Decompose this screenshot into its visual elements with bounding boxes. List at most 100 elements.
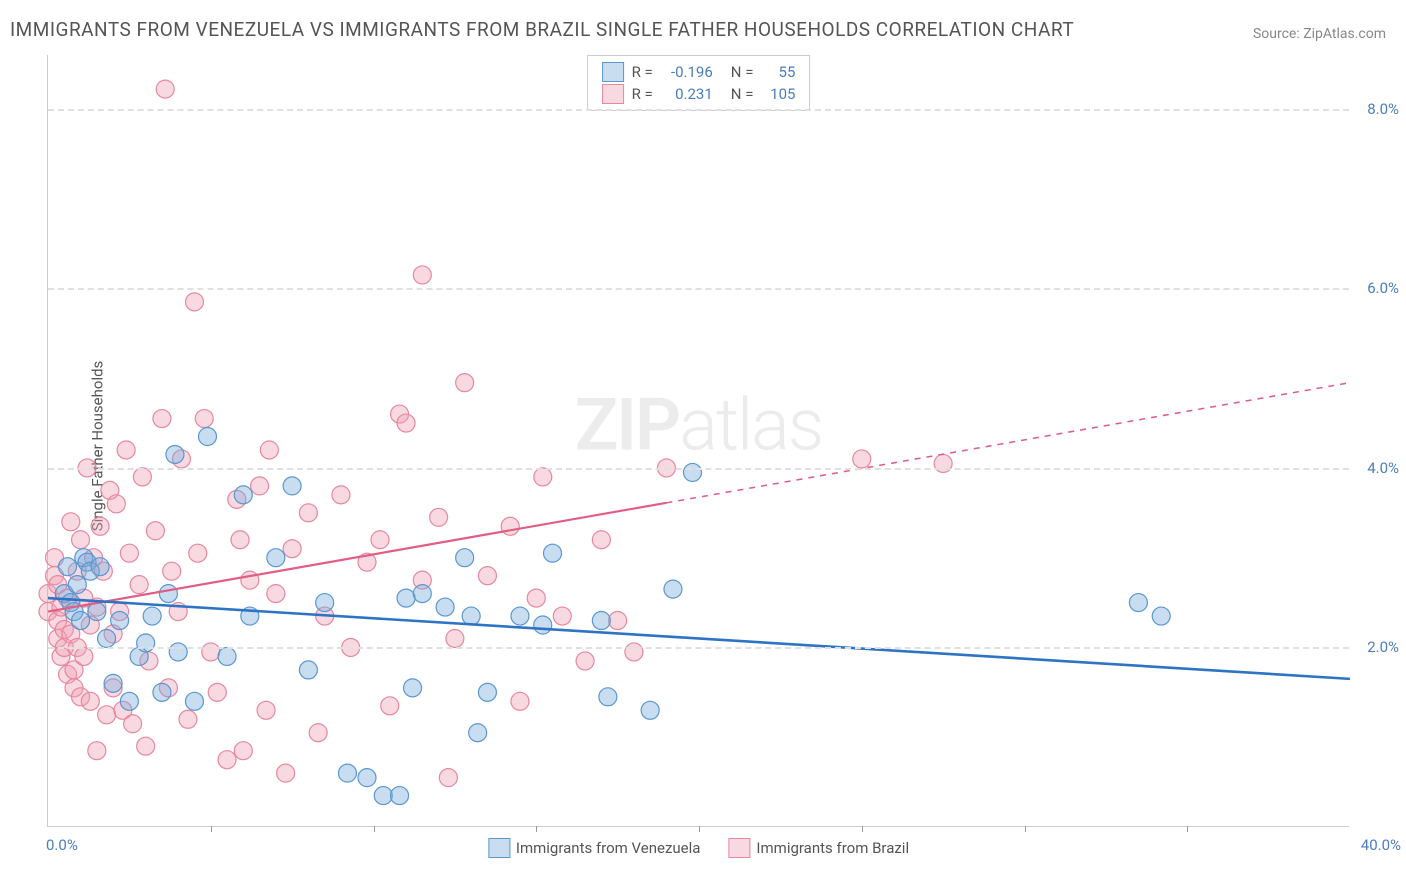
data-point-brazil — [625, 643, 643, 661]
legend-item-brazil: Immigrants from Brazil — [728, 838, 909, 858]
data-point-brazil — [456, 374, 474, 392]
data-point-brazil — [62, 513, 80, 531]
data-point-brazil — [381, 697, 399, 715]
data-point-venezuela — [478, 683, 496, 701]
data-point-brazil — [478, 567, 496, 585]
data-point-brazil — [88, 742, 106, 760]
legend-row-venezuela: R = -0.196 N = 55 — [602, 61, 796, 83]
data-point-venezuela — [88, 603, 106, 621]
data-point-brazil — [430, 508, 448, 526]
chart-title: IMMIGRANTS FROM VENEZUELA VS IMMIGRANTS … — [10, 18, 1074, 41]
data-point-venezuela — [72, 612, 90, 630]
R-value-brazil: 0.231 — [663, 85, 713, 103]
data-point-venezuela — [404, 679, 422, 697]
data-point-brazil — [208, 683, 226, 701]
series-legend: Immigrants from Venezuela Immigrants fro… — [488, 838, 909, 858]
y-tick-label: 2.0% — [1354, 638, 1399, 656]
data-point-venezuela — [469, 724, 487, 742]
swatch-brazil — [602, 84, 624, 104]
data-point-brazil — [371, 531, 389, 549]
data-point-brazil — [576, 652, 594, 670]
data-point-brazil — [153, 410, 171, 428]
data-point-venezuela — [185, 692, 203, 710]
data-point-venezuela — [534, 616, 552, 634]
data-point-brazil — [124, 715, 142, 733]
data-point-venezuela — [104, 674, 122, 692]
data-point-brazil — [260, 441, 278, 459]
data-point-venezuela — [683, 463, 701, 481]
data-point-brazil — [283, 540, 301, 558]
swatch-brazil-icon — [728, 838, 750, 858]
data-point-venezuela — [592, 612, 610, 630]
x-tick — [374, 826, 375, 832]
data-point-venezuela — [641, 701, 659, 719]
data-point-brazil — [534, 468, 552, 486]
data-point-brazil — [189, 544, 207, 562]
chart-plot-area: ZIPatlas R = -0.196 N = 55 R = 0.231 N =… — [47, 55, 1349, 827]
scatter-svg — [48, 55, 1349, 826]
data-point-venezuela — [374, 787, 392, 805]
legend-row-brazil: R = 0.231 N = 105 — [602, 83, 796, 105]
data-point-venezuela — [358, 769, 376, 787]
data-point-brazil — [107, 495, 125, 513]
R-label: R = — [632, 85, 653, 103]
data-point-venezuela — [664, 580, 682, 598]
data-point-brazil — [146, 522, 164, 540]
trend-line-dashed-brazil — [666, 383, 1350, 503]
data-point-brazil — [277, 764, 295, 782]
data-point-brazil — [251, 477, 269, 495]
data-point-venezuela — [283, 477, 301, 495]
data-point-brazil — [527, 589, 545, 607]
data-point-brazil — [202, 643, 220, 661]
data-point-brazil — [234, 742, 252, 760]
x-tick — [536, 826, 537, 832]
data-point-venezuela — [159, 585, 177, 603]
data-point-venezuela — [511, 607, 529, 625]
data-point-venezuela — [316, 594, 334, 612]
x-tick — [1187, 826, 1188, 832]
N-value-venezuela: 55 — [763, 63, 795, 81]
data-point-venezuela — [218, 647, 236, 665]
data-point-venezuela — [169, 643, 187, 661]
grid-line — [48, 109, 1349, 111]
R-label: R = — [632, 63, 653, 81]
data-point-venezuela — [143, 607, 161, 625]
data-point-brazil — [231, 531, 249, 549]
y-tick-label: 8.0% — [1354, 100, 1399, 118]
correlation-legend: R = -0.196 N = 55 R = 0.231 N = 105 — [587, 55, 811, 111]
data-point-venezuela — [436, 598, 454, 616]
data-point-venezuela — [299, 661, 317, 679]
x-tick — [211, 826, 212, 832]
swatch-venezuela-icon — [488, 838, 510, 858]
data-point-venezuela — [462, 607, 480, 625]
data-point-brazil — [163, 562, 181, 580]
data-point-venezuela — [59, 558, 77, 576]
x-tick-label-end: 40.0% — [1361, 836, 1401, 854]
data-point-brazil — [592, 531, 610, 549]
data-point-venezuela — [91, 558, 109, 576]
N-value-brazil: 105 — [763, 85, 795, 103]
data-point-brazil — [72, 531, 90, 549]
data-point-venezuela — [391, 787, 409, 805]
data-point-brazil — [81, 692, 99, 710]
R-value-venezuela: -0.196 — [663, 63, 713, 81]
x-tick — [1025, 826, 1026, 832]
data-point-venezuela — [198, 428, 216, 446]
data-point-brazil — [511, 692, 529, 710]
grid-line — [48, 647, 1349, 649]
data-point-venezuela — [234, 486, 252, 504]
data-point-brazil — [133, 468, 151, 486]
data-point-brazil — [413, 266, 431, 284]
data-point-brazil — [120, 544, 138, 562]
data-point-venezuela — [397, 589, 415, 607]
data-point-venezuela — [544, 544, 562, 562]
trend-line-brazil — [48, 503, 666, 612]
data-point-brazil — [853, 450, 871, 468]
data-point-brazil — [501, 517, 519, 535]
data-point-brazil — [75, 647, 93, 665]
x-tick — [862, 826, 863, 832]
data-point-venezuela — [599, 688, 617, 706]
swatch-venezuela — [602, 62, 624, 82]
legend-label-brazil: Immigrants from Brazil — [756, 839, 909, 857]
data-point-brazil — [137, 737, 155, 755]
